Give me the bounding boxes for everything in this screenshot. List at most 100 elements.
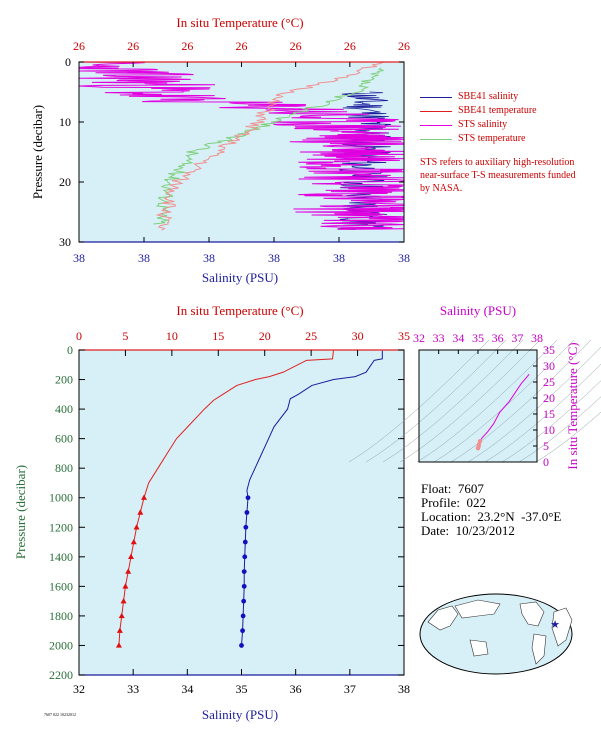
- salinity-tick-label: 36: [290, 682, 302, 696]
- top-salinity-tick-label: 38: [398, 251, 410, 265]
- temperature-point: [137, 509, 144, 515]
- temperature-tick-label: 20: [259, 329, 271, 343]
- top-pressure-tick-label: 10: [59, 115, 71, 129]
- pressure-tick-label: 1200: [49, 520, 73, 534]
- density-contour: [382, 339, 524, 463]
- salinity-point: [245, 495, 251, 501]
- map-land-asia-west: [427, 605, 459, 631]
- legend-item-sts-temperature: STS temperature: [420, 132, 580, 146]
- main-ticks: 32 33 34 35 36 37 38 0 5 10 15 20 25 30 35 0 200 400 600 80…: [49, 329, 410, 696]
- profile-number: Profile: 022: [421, 495, 486, 510]
- legend-label: STS temperature: [458, 133, 526, 144]
- temperature-tick-label: 5: [122, 329, 128, 343]
- salinity-point: [241, 569, 247, 574]
- pressure-tick-label: 200: [55, 373, 73, 387]
- ts-temp-tick-label: 0: [543, 455, 549, 469]
- ts-chart: 32 33 34 35 36 37 38 0 5 10 15 20 25 30 35 Salinity (P…: [348, 303, 601, 470]
- map-land-asia: [454, 599, 501, 619]
- density-contour: [365, 339, 507, 463]
- map-land-australia: [469, 639, 489, 657]
- density-contour: [433, 339, 575, 463]
- legend-item-sbe41-temperature: SBE41 temperature: [420, 104, 580, 118]
- legend-swatch: [420, 110, 452, 112]
- salinity-tick-label: 37: [344, 682, 356, 696]
- pressure-tick-label: 600: [55, 432, 73, 446]
- top-temp-tick-label: 26: [73, 39, 85, 53]
- ts-ticks: 32 33 34 35 36 37 38 0 5 10 15 20 25 30 35: [413, 331, 555, 469]
- top-salinity-tick-label: 38: [203, 251, 215, 265]
- top-pressure-axis-title: Pressure (decibar): [30, 105, 45, 199]
- salinity-point: [244, 510, 250, 515]
- top-temp-tick-label: 26: [236, 39, 248, 53]
- sts-note: STS refers to auxiliary high-resolution …: [420, 157, 576, 194]
- density-contour: [416, 339, 558, 463]
- salinity-point: [243, 524, 249, 530]
- salinity-tick-label: 33: [127, 682, 139, 696]
- top-temp-tick-label: 26: [181, 39, 193, 53]
- ts-temp-tick-label: 35: [543, 343, 555, 357]
- temperature-point: [122, 583, 129, 589]
- main-plot-area: [79, 350, 404, 675]
- density-contour: [450, 339, 592, 463]
- temperature-point: [128, 553, 134, 560]
- ts-temp-tick-label: 10: [543, 423, 555, 437]
- legend-item-sts-salinity: STS salinity: [420, 118, 580, 132]
- ts-density-contours: [348, 339, 601, 463]
- legend-label: STS salinity: [458, 119, 508, 130]
- temperature-tick-label: 0: [76, 329, 82, 343]
- pressure-tick-label: 400: [55, 402, 73, 416]
- temperature-point: [130, 538, 137, 545]
- top-sts-temperature-line: [153, 67, 384, 225]
- top-salinity-axis-title: Salinity (PSU): [202, 270, 278, 285]
- top-temp-axis-title: In situ Temperature (°C): [176, 15, 303, 30]
- ts-point: [475, 446, 481, 451]
- salinity-point: [240, 628, 245, 634]
- density-contour: [501, 380, 601, 463]
- top-ticks: 26 26 26 26 26 26 26 38 38 38 38 38 38 0 10 20 30: [59, 39, 410, 265]
- temperature-point: [125, 568, 132, 574]
- top-sts-salinity-line: [78, 61, 405, 230]
- top-temp-tick-label: 26: [398, 39, 410, 53]
- pressure-tick-label: 800: [55, 461, 73, 475]
- temperature-point: [116, 627, 123, 633]
- top-salinity-tick-label: 38: [73, 251, 85, 265]
- salinity-tick-label: 38: [398, 682, 410, 696]
- top-chart: 26 26 26 26 26 26 26 38 38 38 38 38 38 0 10 20 30 In sit…: [30, 15, 410, 285]
- legend-swatch: [420, 138, 452, 140]
- footer-code: 7607 022 10232012: [44, 712, 76, 717]
- salinity-point: [239, 643, 244, 648]
- pressure-tick-label: 1600: [49, 579, 73, 593]
- temperature-point: [141, 494, 147, 500]
- main-series-group: [115, 350, 383, 648]
- ts-salinity-tick-label: 38: [531, 331, 543, 345]
- salinity-point: [242, 539, 248, 545]
- ts-temp-tick-label: 30: [543, 359, 555, 373]
- temperature-point: [120, 597, 127, 604]
- density-contour: [535, 411, 601, 463]
- top-pressure-tick-label: 30: [59, 235, 71, 249]
- top-salinity-tick-label: 38: [138, 251, 150, 265]
- salinity-tick-label: 35: [236, 682, 248, 696]
- ts-salinity-tick-label: 34: [452, 331, 464, 345]
- pressure-tick-label: 1800: [49, 609, 73, 623]
- map-land-africa-europe: [551, 607, 573, 647]
- legend-swatch: [420, 96, 452, 98]
- temperature-tick-label: 35: [398, 329, 410, 343]
- temperature-point: [118, 612, 125, 619]
- density-contour: [348, 339, 490, 463]
- legend-label: SBE41 temperature: [458, 105, 537, 116]
- world-map: ★: [419, 593, 573, 675]
- top-legend: SBE41 salinity SBE41 temperature STS sal…: [420, 90, 580, 195]
- pressure-tick-label: 1000: [49, 491, 73, 505]
- ts-salinity-tick-label: 35: [472, 331, 484, 345]
- top-salinity-tick-label: 38: [268, 251, 280, 265]
- temperature-tick-label: 10: [166, 329, 178, 343]
- density-contour: [399, 339, 541, 463]
- ts-series-group: [475, 373, 530, 451]
- salinity-point: [242, 554, 248, 560]
- top-series-group: [78, 61, 405, 231]
- top-temp-tick-label: 26: [290, 39, 302, 53]
- salinity-tick-label: 32: [73, 682, 85, 696]
- main-pressure-axis-title: Pressure (decibar): [13, 465, 28, 559]
